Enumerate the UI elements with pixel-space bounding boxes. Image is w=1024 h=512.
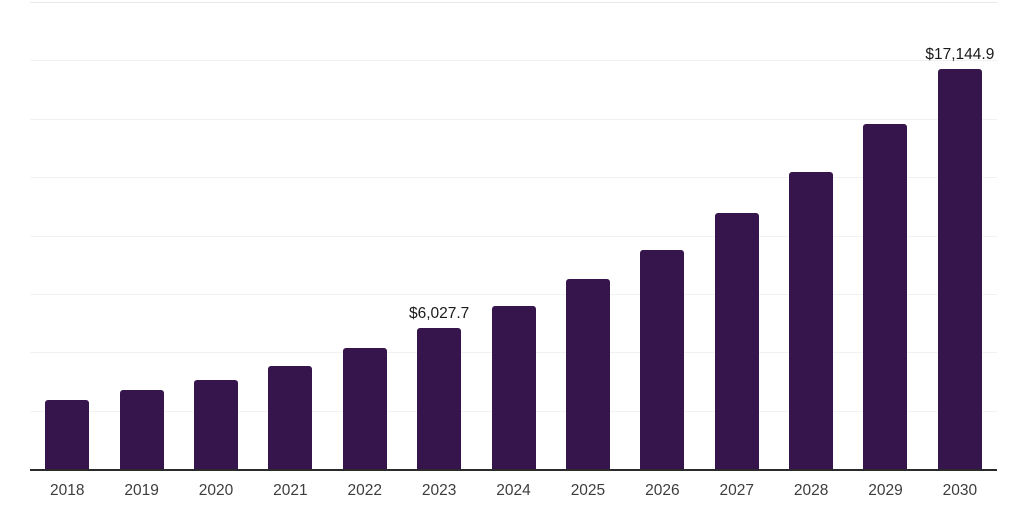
bar-2024 (491, 305, 536, 469)
value-label-2023: $6,027.7 (408, 305, 470, 323)
x-axis-label-2027: 2027 (719, 482, 754, 499)
bar-2025 (565, 279, 610, 469)
bar-cell-2027 (700, 2, 774, 469)
gridline (30, 2, 997, 3)
x-axis-label-2030: 2030 (942, 482, 978, 499)
bar-cell-2025 (551, 2, 625, 469)
bar-cell-2020 (179, 2, 253, 469)
x-axis-label-2026: 2026 (645, 482, 680, 499)
bar-cell-2024 (476, 2, 550, 469)
bar-cell-2018 (30, 2, 104, 469)
x-axis-label-2020: 2020 (198, 482, 234, 499)
bar-series: $6,027.7 $17,144.9 (30, 2, 997, 469)
bar-cell-2022 (328, 2, 402, 469)
gridline (30, 177, 997, 179)
x-axis-label-2019: 2019 (124, 482, 159, 499)
x-axis-label-2023: 2023 (421, 482, 457, 499)
bar-2023 (417, 328, 462, 469)
x-axis: 2018 2019 2020 2021 2022 2023 2024 2025 2026 2027… (30, 481, 997, 500)
gridline (30, 60, 997, 62)
bar-2029 (863, 124, 908, 469)
bar-2027 (714, 213, 759, 469)
bar-cell-2028 (774, 2, 848, 469)
gridline (30, 293, 997, 295)
x-axis-label-2029: 2029 (868, 482, 903, 499)
bar-2021 (268, 365, 313, 469)
plot-area: $6,027.7 $17,144.9 (30, 2, 997, 471)
bar-cell-2026 (625, 2, 699, 469)
gridline (30, 235, 997, 237)
value-label-2030: $17,144.9 (925, 45, 995, 63)
gridline (30, 118, 997, 120)
x-axis-label-2024: 2024 (496, 482, 531, 499)
bar-2030 (937, 68, 982, 469)
bar-2026 (640, 249, 685, 469)
bar-cell-2029 (848, 2, 922, 469)
bar-2019 (119, 389, 164, 469)
bar-cell-2019 (104, 2, 178, 469)
x-axis-label-2021: 2021 (273, 482, 308, 499)
x-axis-label-2025: 2025 (570, 482, 606, 499)
bar-cell-2023: $6,027.7 (402, 2, 476, 469)
x-axis-label-2018: 2018 (49, 482, 85, 499)
bar-2028 (789, 172, 834, 469)
bar-cell-2021 (253, 2, 327, 469)
bar-2022 (342, 348, 387, 469)
x-axis-label-2028: 2028 (793, 482, 829, 499)
bar-2018 (45, 400, 90, 469)
bar-cell-2030: $17,144.9 (923, 2, 997, 469)
bar-2020 (193, 379, 238, 469)
x-axis-label-2022: 2022 (347, 482, 382, 499)
